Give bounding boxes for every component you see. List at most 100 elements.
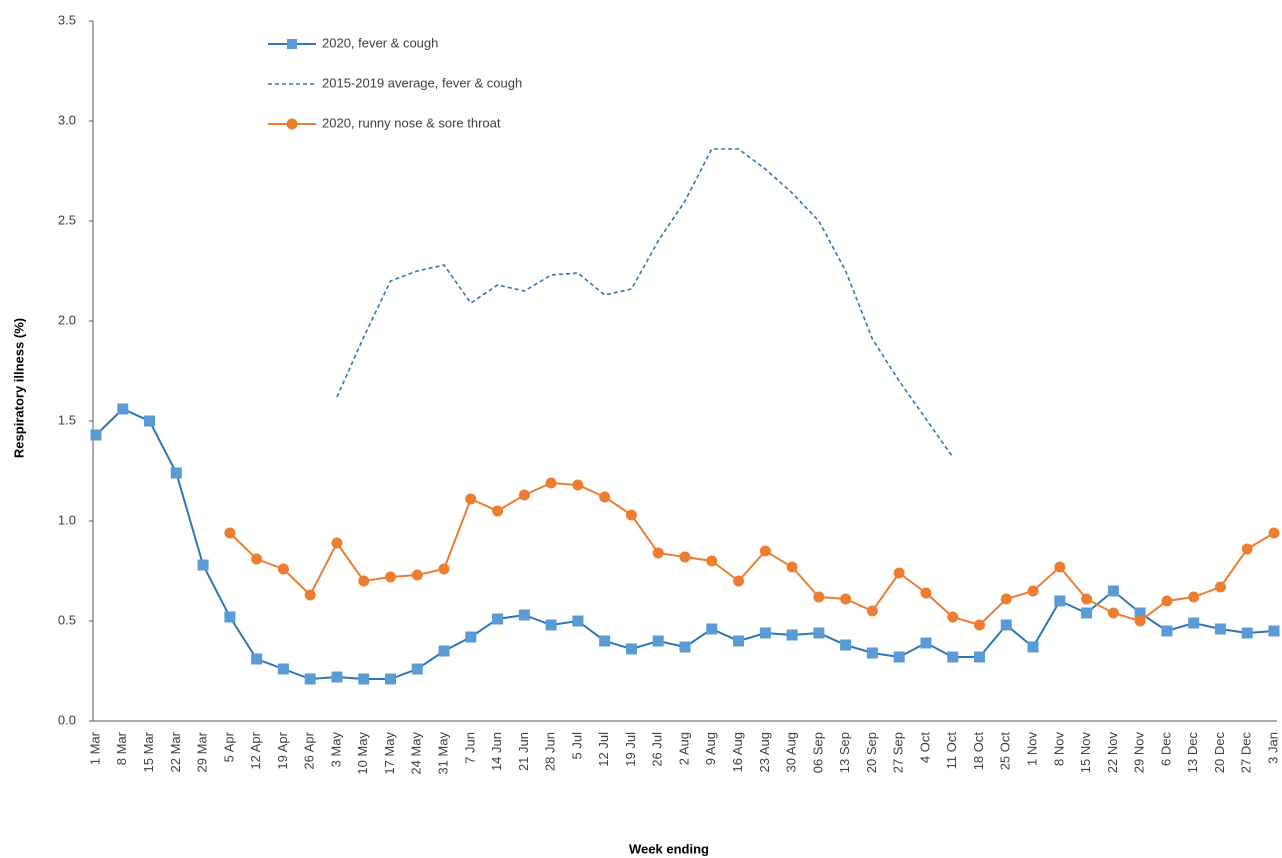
x-tick-label: 12 Apr (248, 731, 263, 769)
x-tick-label: 3 May (328, 732, 343, 768)
data-point (840, 593, 852, 605)
data-point (545, 619, 557, 631)
x-tick-label: 27 Dec (1239, 732, 1254, 774)
x-tick-label: 2 Aug (676, 732, 691, 765)
data-point (385, 571, 396, 583)
data-point (1214, 623, 1226, 635)
data-point (974, 619, 985, 631)
data-point (277, 663, 289, 675)
x-tick-label: 5 Apr (221, 731, 236, 762)
data-point (545, 477, 557, 489)
data-point (625, 643, 637, 655)
y-tick-label: 0.5 (58, 612, 76, 627)
x-tick-label: 13 Dec (1185, 732, 1200, 774)
x-tick-label: 14 Jun (489, 732, 504, 771)
x-tick-label: 19 Apr (275, 731, 290, 769)
data-point (786, 629, 798, 641)
data-point (1188, 591, 1200, 603)
data-point (1268, 625, 1280, 637)
data-point (1107, 607, 1119, 619)
data-point (652, 635, 664, 647)
data-point (679, 551, 691, 563)
x-tick-label: 27 Sep (891, 732, 906, 773)
data-point (866, 647, 878, 659)
data-point (1241, 543, 1253, 555)
x-tick-label: 9 Aug (703, 732, 718, 765)
data-point (920, 637, 932, 649)
x-tick-label: 29 Mar (195, 731, 210, 772)
x-tick-label: 06 Sep (810, 732, 825, 773)
data-point (385, 673, 396, 685)
x-tick-label: 20 Dec (1212, 732, 1227, 774)
x-tick-label: 17 May (382, 732, 397, 775)
data-point (1134, 615, 1146, 627)
y-tick-label: 1.5 (58, 412, 76, 427)
data-point (572, 615, 584, 627)
x-tick-label: 25 Oct (998, 732, 1013, 771)
x-tick-label: 5 Jul (569, 732, 584, 760)
series-line (95, 407, 1275, 681)
data-point (1161, 595, 1173, 607)
x-tick-label: 20 Sep (864, 732, 879, 773)
data-point (117, 403, 129, 415)
legend-label: 2020, fever & cough (322, 35, 438, 50)
y-tick-label: 3.5 (58, 12, 76, 27)
data-point (518, 609, 530, 621)
x-tick-label: 1 Mar (87, 731, 102, 765)
data-point (224, 527, 236, 539)
x-tick-label: 28 Jun (543, 732, 558, 771)
data-point (144, 415, 156, 427)
data-point (277, 563, 289, 575)
data-point (706, 555, 718, 567)
data-point (813, 627, 825, 639)
data-point (411, 569, 423, 581)
x-tick-label: 18 Oct (971, 732, 986, 771)
x-tick-label: 4 Oct (917, 732, 932, 763)
data-point (492, 505, 504, 517)
data-point (1027, 641, 1039, 653)
y-tick-label: 2.5 (58, 212, 76, 227)
x-tick-label: 16 Aug (730, 732, 745, 773)
data-point (358, 673, 370, 685)
x-tick-label: 7 Jun (462, 732, 477, 764)
data-point (1161, 625, 1173, 637)
data-point (733, 575, 745, 587)
x-tick-label: 24 May (409, 732, 424, 775)
x-axis-title: Week ending (629, 841, 709, 856)
legend-label: 2015-2019 average, fever & cough (322, 75, 522, 90)
x-tick-label: 31 May (435, 732, 450, 775)
data-point (947, 611, 959, 623)
x-tick-label: 1 Nov (1024, 732, 1039, 766)
data-point (947, 651, 959, 663)
data-point (893, 567, 905, 579)
data-point (331, 537, 343, 549)
x-tick-label: 11 Oct (944, 732, 959, 770)
data-point (920, 587, 932, 599)
data-point (1214, 581, 1226, 593)
data-point (1054, 561, 1066, 573)
data-point (1000, 619, 1012, 631)
y-axis-title: Respiratory illness (%) (11, 318, 26, 458)
x-tick-label: 6 Dec (1158, 732, 1173, 766)
data-point (197, 559, 209, 571)
data-point (1241, 627, 1253, 639)
data-point (759, 627, 771, 639)
y-tick-label: 2.0 (58, 312, 76, 327)
y-tick-label: 0.0 (58, 712, 76, 727)
data-point (786, 561, 798, 573)
data-point (411, 663, 423, 675)
x-tick-label: 8 Mar (114, 731, 129, 765)
data-point (813, 591, 825, 603)
data-point (625, 509, 637, 521)
legend-label: 2020, runny nose & sore throat (322, 115, 501, 130)
x-tick-label: 15 Mar (141, 731, 156, 772)
data-point (331, 671, 343, 683)
data-point (840, 639, 852, 651)
x-tick-label: 12 Jul (596, 732, 611, 767)
data-point (465, 631, 477, 643)
series-line (229, 481, 1275, 627)
x-tick-label: 26 Apr (302, 731, 317, 769)
data-point (1054, 595, 1066, 607)
data-point (1188, 617, 1200, 629)
x-tick-label: 29 Nov (1132, 732, 1147, 774)
